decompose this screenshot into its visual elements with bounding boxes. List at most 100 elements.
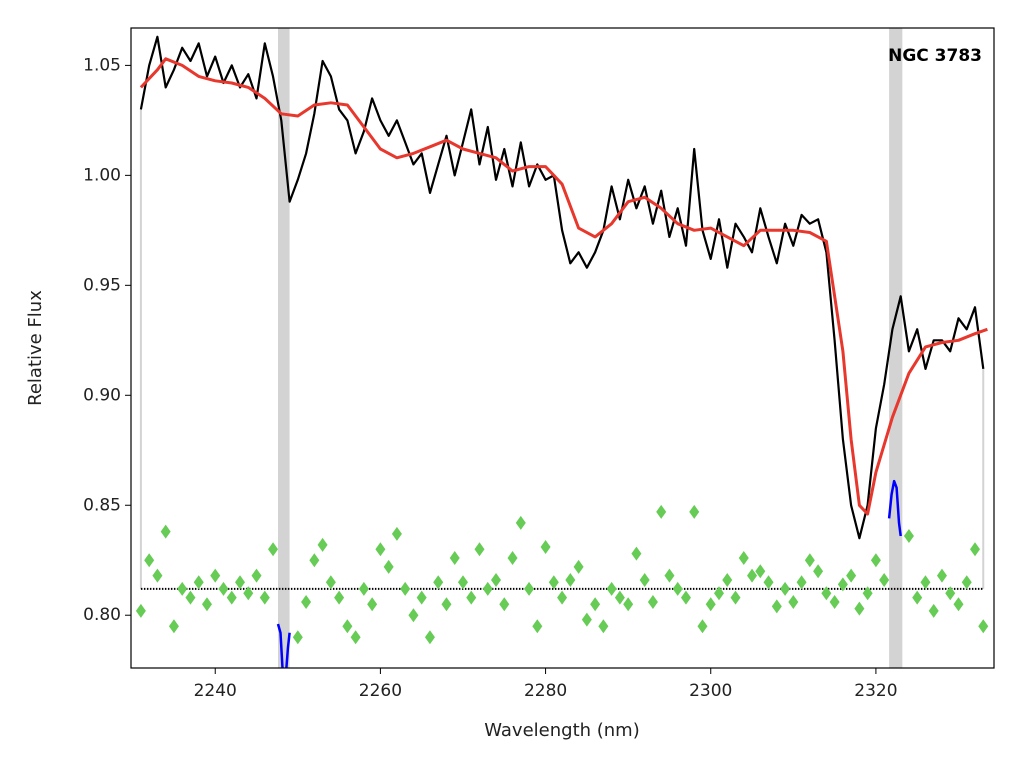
residual-point: [928, 603, 939, 618]
fit-line: [139, 57, 988, 516]
residual-point: [912, 590, 923, 605]
residual-point: [251, 568, 262, 583]
residual-point: [755, 564, 766, 579]
residual-point: [383, 559, 394, 574]
masked-region: [889, 28, 903, 668]
residual-point: [507, 551, 518, 566]
residual-point: [656, 504, 667, 519]
residual-point: [763, 575, 774, 590]
residual-point: [499, 597, 510, 612]
x-tick-label: 2320: [854, 681, 897, 701]
residual-point: [788, 595, 799, 610]
residual-point: [557, 590, 568, 605]
residual-point: [903, 529, 914, 544]
residual-point: [243, 586, 254, 601]
residual-point: [391, 526, 402, 541]
residual-point: [540, 540, 551, 555]
x-tick-label: 2300: [689, 681, 732, 701]
residual-point: [168, 619, 179, 634]
y-axis-label: Relative Flux: [25, 290, 46, 406]
x-tick-label: 2280: [524, 681, 567, 701]
residual-point: [177, 581, 188, 596]
residual-point: [664, 568, 675, 583]
y-tick-label: 0.85: [83, 495, 121, 515]
residual-point: [697, 619, 708, 634]
residual-point: [416, 590, 427, 605]
residual-point: [408, 608, 419, 623]
residual-point: [970, 542, 981, 557]
residual-point: [441, 597, 452, 612]
residual-point: [449, 551, 460, 566]
residual-point: [978, 619, 989, 634]
residual-point: [722, 573, 733, 588]
masked-region: [277, 28, 290, 668]
residual-point: [135, 603, 146, 618]
residual-point: [466, 590, 477, 605]
residual-point: [730, 590, 741, 605]
residual-point: [945, 586, 956, 601]
residual-point: [334, 590, 345, 605]
residual-point: [152, 568, 163, 583]
x-axis-label: Wavelength (nm): [484, 720, 640, 741]
residual-point: [581, 612, 592, 627]
spectrum-line: [139, 35, 985, 540]
plot-area: [135, 28, 989, 668]
residual-point: [532, 619, 543, 634]
axes-frame: [130, 27, 995, 669]
residual-point: [870, 553, 881, 568]
residual-point: [424, 630, 435, 645]
residual-point: [350, 630, 361, 645]
residual-point: [268, 542, 279, 557]
residual-point: [226, 590, 237, 605]
residual-point: [846, 568, 857, 583]
residual-point: [606, 581, 617, 596]
residual-point: [235, 575, 246, 590]
residual-point: [474, 542, 485, 557]
residual-point: [548, 575, 559, 590]
residual-point: [400, 581, 411, 596]
residual-point: [680, 590, 691, 605]
y-tick-label: 1.05: [83, 55, 121, 75]
residual-point: [804, 553, 815, 568]
residual-point: [160, 524, 171, 539]
y-tick-label: 0.95: [83, 275, 121, 295]
residual-point: [623, 597, 634, 612]
residual-point: [713, 586, 724, 601]
residual-point: [433, 575, 444, 590]
residual-point: [780, 581, 791, 596]
residual-point: [689, 504, 700, 519]
residual-point: [358, 581, 369, 596]
y-tick-label: 0.90: [83, 385, 121, 405]
residual-point: [210, 568, 221, 583]
residual-point: [813, 564, 824, 579]
residual-point: [309, 553, 320, 568]
residual-point: [524, 581, 535, 596]
x-tick-label: 2260: [359, 681, 402, 701]
residual-point: [854, 601, 865, 616]
residual-point: [936, 568, 947, 583]
residual-point: [342, 619, 353, 634]
residual-point: [639, 573, 650, 588]
residual-point: [953, 597, 964, 612]
residual-point: [738, 551, 749, 566]
masked-residual-line: [276, 623, 291, 668]
y-tick-label: 1.00: [83, 165, 121, 185]
x-tick-label: 2240: [194, 681, 237, 701]
residual-point: [367, 597, 378, 612]
residual-point: [631, 546, 642, 561]
residual-point: [317, 537, 328, 552]
residual-point: [491, 573, 502, 588]
residual-point: [565, 573, 576, 588]
residual-point: [837, 577, 848, 592]
residual-point: [821, 586, 832, 601]
residual-point: [482, 581, 493, 596]
residual-point: [747, 568, 758, 583]
residual-point: [515, 515, 526, 530]
residual-point: [590, 597, 601, 612]
residual-point: [672, 581, 683, 596]
residual-point: [144, 553, 155, 568]
residual-point: [185, 590, 196, 605]
residual-point: [325, 575, 336, 590]
